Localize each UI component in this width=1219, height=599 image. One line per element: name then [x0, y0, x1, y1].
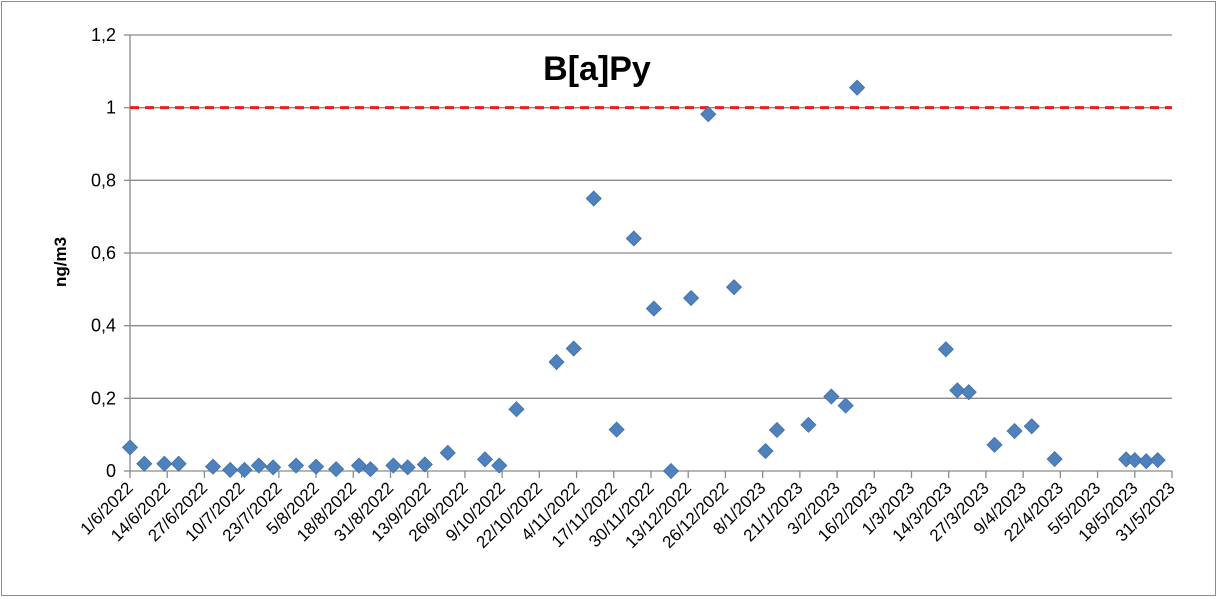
data-point [328, 461, 345, 478]
data-point [1046, 450, 1063, 468]
data-point [585, 190, 602, 207]
y-tick-label: 0,8 [91, 170, 116, 190]
data-point [565, 340, 582, 357]
data-point [308, 458, 325, 475]
data-point [156, 455, 173, 472]
axes [124, 34, 1173, 478]
y-tick-label: 1 [106, 98, 116, 118]
data-point [136, 455, 153, 472]
data-point [476, 451, 494, 468]
data-point [986, 436, 1003, 453]
data-point [121, 439, 139, 456]
data-point [837, 397, 854, 414]
data-point [725, 279, 743, 296]
data-point [222, 461, 239, 478]
data-point [250, 457, 267, 474]
data-point [265, 459, 282, 476]
data-point [1023, 418, 1040, 435]
y-tick-label: 0 [106, 461, 116, 481]
y-tick-label: 0,2 [91, 388, 116, 408]
data-point [949, 382, 966, 399]
data-point [508, 401, 525, 418]
data-point [757, 442, 774, 460]
data-point [399, 459, 416, 476]
data-point [170, 455, 187, 472]
data-point [683, 289, 700, 307]
data-points [121, 79, 1166, 480]
data-point [960, 384, 977, 401]
gridlines [130, 34, 1172, 399]
data-point [1006, 422, 1023, 440]
data-point [548, 353, 565, 371]
data-point [768, 421, 786, 439]
data-point [823, 388, 840, 405]
y-axis-title: ng/m3 [51, 237, 70, 287]
chart-title: B[a]Py [543, 50, 651, 88]
data-point [416, 456, 433, 473]
data-point [287, 457, 305, 474]
data-point [236, 461, 253, 478]
data-point [362, 461, 379, 478]
data-point [1126, 452, 1143, 469]
data-point [1149, 452, 1166, 469]
data-point [491, 457, 508, 474]
data-point [204, 458, 222, 475]
data-point [662, 462, 680, 480]
data-point [439, 444, 456, 461]
data-point [849, 79, 866, 96]
data-point [800, 416, 817, 433]
data-point [700, 106, 717, 123]
data-point [385, 457, 402, 474]
y-tick-label: 0,4 [91, 316, 116, 336]
data-point [608, 421, 625, 438]
y-tick-label: 0,6 [91, 243, 116, 263]
y-tick-label: 1,2 [91, 25, 116, 45]
data-point [937, 341, 954, 358]
data-point [625, 230, 642, 247]
data-point [645, 300, 662, 317]
